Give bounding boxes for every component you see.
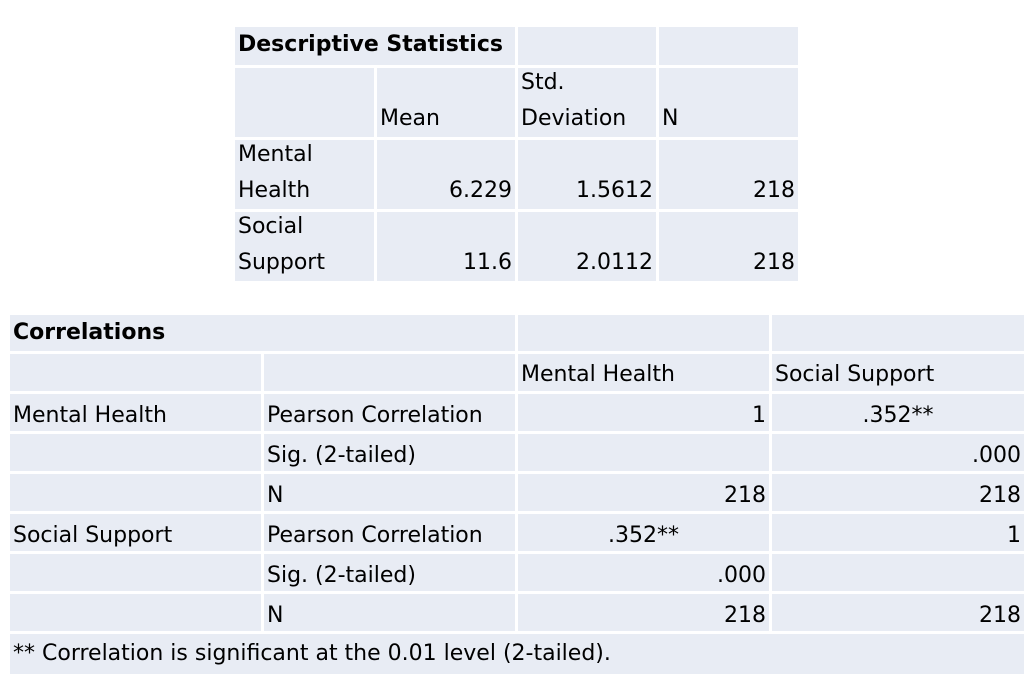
row-label-line1: Mental (238, 142, 313, 167)
corr-header-mental-health: Mental Health (518, 354, 769, 391)
corr-cell-ss: .000 (772, 434, 1024, 471)
mean-value: 11.6 (463, 250, 512, 275)
corr-cell-stat: N (264, 474, 515, 511)
mental-health-std: 1.5612 (518, 140, 656, 209)
mental-health-mean: 6.229 (377, 140, 515, 209)
corr-cell-stat: Sig. (2-tailed) (264, 554, 515, 591)
corr-cell-ss: 218 (772, 594, 1024, 631)
corr-cell-ss: 218 (772, 474, 1024, 511)
corr-cell-mh: 1 (518, 394, 769, 431)
row-label-line2: Support (238, 250, 325, 275)
descriptive-title: Descriptive Statistics (235, 27, 515, 65)
correlations-title-filler (772, 315, 1024, 351)
social-support-mean: 11.6 (377, 212, 515, 281)
corr-cell-var: Social Support (10, 514, 261, 551)
correlation-footnote: ** Correlation is significant at the 0.0… (10, 634, 1024, 674)
corr-cell-mh: 218 (518, 474, 769, 511)
descriptive-header-blank (235, 68, 374, 137)
header-mean: Mean (377, 68, 515, 137)
header-std-line2: Deviation (521, 106, 627, 131)
corr-cell-stat: N (264, 594, 515, 631)
n-value: 218 (753, 250, 795, 275)
descriptive-title-filler (659, 27, 798, 65)
corr-cell-ss: .352** (772, 394, 1024, 431)
corr-cell-stat: Pearson Correlation (264, 394, 515, 431)
social-support-n: 218 (659, 212, 798, 281)
corr-cell-mh: 218 (518, 594, 769, 631)
corr-cell-var (10, 434, 261, 471)
corr-cell-stat: Sig. (2-tailed) (264, 434, 515, 471)
descriptive-title-filler (518, 27, 656, 65)
corr-cell-var: Mental Health (10, 394, 261, 431)
corr-header-social-support: Social Support (772, 354, 1024, 391)
corr-cell-mh: .352** (518, 514, 769, 551)
social-support-std: 2.0112 (518, 212, 656, 281)
corr-cell-var (10, 594, 261, 631)
correlations-title-filler (518, 315, 769, 351)
corr-cell-mh: .000 (518, 554, 769, 591)
corr-cell-ss (772, 554, 1024, 591)
mean-value: 6.229 (449, 178, 512, 203)
row-label-mental-health: Mental Health (235, 140, 374, 209)
corr-header-blank (10, 354, 261, 391)
correlations-title: Correlations (10, 315, 515, 351)
corr-cell-var (10, 474, 261, 511)
header-n-label: N (662, 106, 679, 131)
corr-cell-ss: 1 (772, 514, 1024, 551)
header-n: N (659, 68, 798, 137)
std-value: 1.5612 (576, 178, 653, 203)
mental-health-n: 218 (659, 140, 798, 209)
header-std-line1: Std. (521, 70, 565, 95)
n-value: 218 (753, 178, 795, 203)
header-mean-label: Mean (380, 106, 440, 131)
header-std-deviation: Std. Deviation (518, 68, 656, 137)
corr-cell-mh (518, 434, 769, 471)
corr-cell-stat: Pearson Correlation (264, 514, 515, 551)
std-value: 2.0112 (576, 250, 653, 275)
row-label-line1: Social (238, 214, 304, 239)
row-label-line2: Health (238, 178, 311, 203)
corr-header-blank (264, 354, 515, 391)
row-label-social-support: Social Support (235, 212, 374, 281)
corr-cell-var (10, 554, 261, 591)
